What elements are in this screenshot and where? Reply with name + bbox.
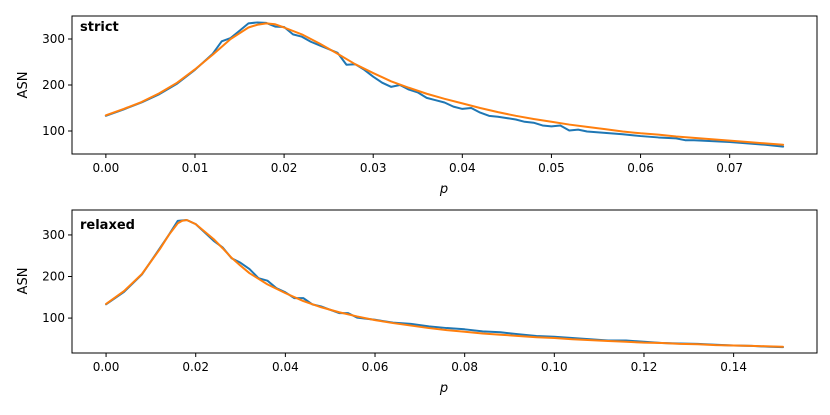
relaxed-x-tick-label: 0.04	[272, 360, 299, 374]
relaxed-x-tick-label: 0.00	[93, 360, 120, 374]
strict-series-line-1	[104, 22, 785, 146]
strict-panel: strict ASN p 0.00 0.01 0.02 0.03 0.04 0.05 0.0…	[16, 15, 818, 197]
relaxed-series-group	[105, 218, 784, 349]
relaxed-panel-label: relaxed	[80, 218, 135, 233]
relaxed-y-tick-label: 100	[42, 311, 65, 325]
relaxed-x-axis-label: p	[439, 381, 448, 396]
relaxed-y-axis-label: ASN	[16, 268, 31, 295]
relaxed-x-tick-label: 0.08	[451, 360, 478, 374]
strict-panel-label: strict	[80, 20, 119, 35]
strict-y-axis-label: ASN	[16, 72, 31, 99]
strict-x-tick-label: 0.05	[538, 161, 565, 175]
strict-y-tick-label: 100	[42, 124, 65, 138]
relaxed-panel: relaxed ASN p 0.00 0.02 0.04 0.06 0.08 0.10 0.…	[16, 209, 818, 396]
relaxed-series-line-1	[105, 218, 784, 348]
strict-x-tick-label: 0.07	[716, 161, 743, 175]
relaxed-x-tick-label: 0.02	[182, 360, 209, 374]
strict-y-tick-label: 300	[42, 32, 65, 46]
relaxed-y-tick-label: 200	[42, 270, 65, 284]
relaxed-x-tick-label: 0.06	[362, 360, 389, 374]
strict-series-line-0	[104, 21, 785, 148]
strict-x-tick-label: 0.00	[93, 161, 120, 175]
relaxed-x-tick-label: 0.10	[541, 360, 568, 374]
relaxed-y-tick-label: 300	[42, 228, 65, 242]
strict-x-tick-label: 0.04	[449, 161, 476, 175]
strict-x-tick-label: 0.02	[271, 161, 298, 175]
strict-y-tick-label: 200	[42, 78, 65, 92]
strict-series-group	[104, 21, 785, 148]
strict-x-axis-label: p	[439, 182, 448, 197]
relaxed-x-tick-label: 0.12	[631, 360, 658, 374]
relaxed-plot-frame	[71, 209, 818, 354]
strict-x-tick-label: 0.03	[360, 161, 387, 175]
relaxed-x-tick-label: 0.14	[720, 360, 747, 374]
strict-x-tick-label: 0.06	[627, 161, 654, 175]
strict-x-tick-label: 0.01	[182, 161, 209, 175]
